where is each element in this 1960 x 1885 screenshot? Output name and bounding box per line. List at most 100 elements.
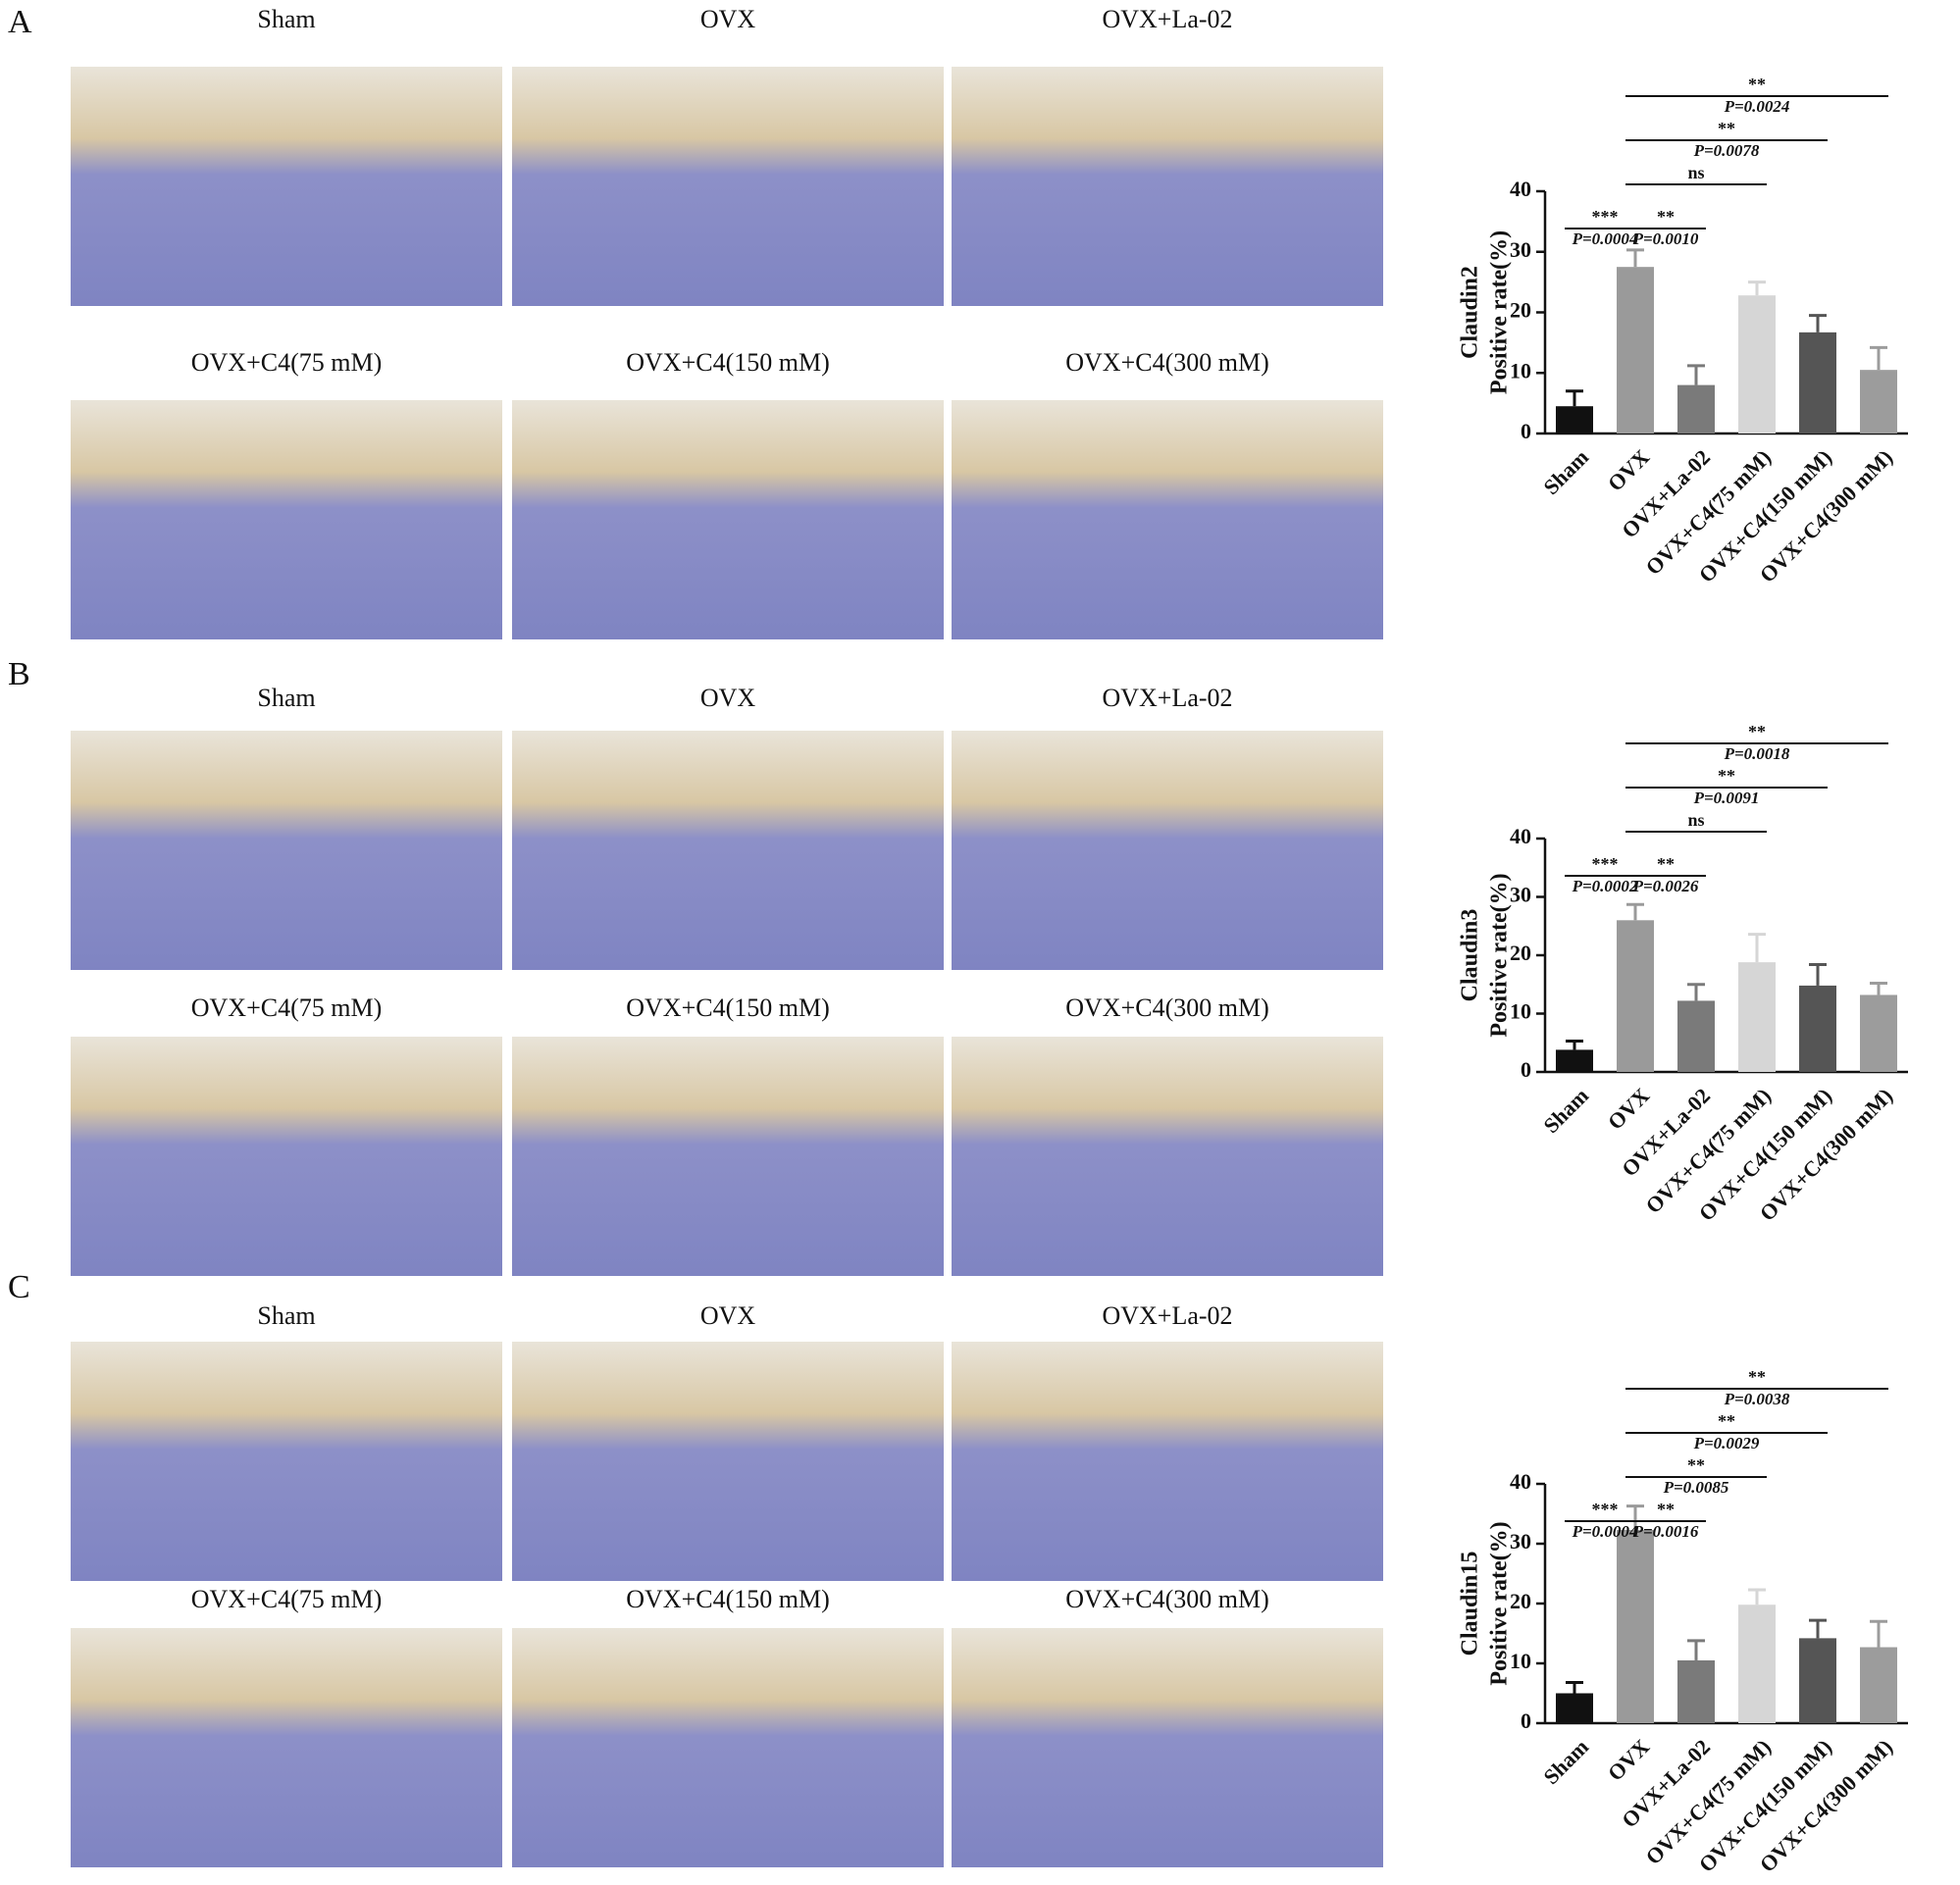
image-label: OVX (700, 684, 756, 712)
panel-letter: A (8, 4, 32, 40)
panel-letter: B (8, 656, 30, 692)
micrograph (952, 67, 1383, 306)
p-value: P=0.0026 (1632, 877, 1699, 895)
micrograph (512, 1037, 944, 1276)
significance-label: *** (1592, 207, 1619, 227)
bar (1799, 1638, 1836, 1723)
micrograph (512, 1628, 944, 1867)
bar (1860, 1647, 1897, 1723)
micrograph (71, 1037, 502, 1276)
significance-label: ** (1718, 119, 1735, 138)
bar (1860, 994, 1897, 1072)
micrograph (512, 731, 944, 970)
bar (1799, 985, 1836, 1072)
bar (1799, 331, 1836, 433)
significance-label: ** (1657, 854, 1675, 874)
p-value: P=0.0078 (1693, 141, 1760, 160)
x-tick-label: Sham (1538, 1734, 1593, 1789)
micrograph (71, 1628, 502, 1867)
image-label: Sham (257, 684, 315, 712)
bar (1738, 1605, 1776, 1723)
y-tick-label: 20 (1510, 298, 1531, 323)
significance-label: ** (1687, 1455, 1705, 1475)
micrograph (71, 400, 502, 639)
error-bar (1870, 1619, 1887, 1648)
error-bar (1626, 1504, 1644, 1530)
p-value: P=0.0004 (1572, 229, 1638, 248)
y-tick-label: 10 (1510, 999, 1531, 1024)
micrograph (952, 731, 1383, 970)
y-axis-label: Claudin15 (1458, 1552, 1483, 1656)
y-tick-label: 10 (1510, 1649, 1531, 1673)
error-bar (1870, 345, 1887, 371)
bar (1860, 370, 1897, 433)
error-bar (1687, 1639, 1705, 1660)
y-axis-label: Claudin3 (1458, 909, 1483, 1002)
y-tick-label: 40 (1510, 177, 1531, 201)
micrograph (71, 67, 502, 306)
significance-label: ** (1748, 722, 1766, 741)
y-tick-label: 30 (1510, 883, 1531, 907)
error-bar (1809, 1618, 1827, 1639)
significance-label: *** (1592, 1500, 1619, 1519)
micrograph (71, 1342, 502, 1581)
bar (1738, 295, 1776, 433)
p-value: P=0.0038 (1724, 1390, 1790, 1408)
error-bar (1566, 1039, 1583, 1050)
significance-label: ** (1657, 1500, 1675, 1519)
micrograph (952, 1628, 1383, 1867)
y-tick-label: 10 (1510, 358, 1531, 382)
x-tick-label: Sham (1538, 1083, 1593, 1138)
bar (1556, 406, 1593, 433)
error-bar (1809, 963, 1827, 986)
image-label: OVX+C4(75 mM) (191, 993, 383, 1022)
y-tick-label: 20 (1510, 941, 1531, 965)
significance-label: ** (1718, 1411, 1735, 1431)
p-value: P=0.0024 (1724, 97, 1790, 116)
bar (1556, 1693, 1593, 1723)
p-value: P=0.0091 (1693, 789, 1760, 807)
error-bar (1566, 1681, 1583, 1694)
significance-label: ** (1657, 207, 1675, 227)
image-label: OVX+C4(300 mM) (1065, 348, 1269, 377)
micrograph (952, 400, 1383, 639)
bar (1677, 384, 1715, 433)
image-label: OVX+C4(75 mM) (191, 348, 383, 377)
bar (1617, 1529, 1654, 1723)
significance-label: ns (1687, 163, 1704, 182)
error-bar (1626, 902, 1644, 921)
y-axis-label: Positive rate(%) (1487, 230, 1513, 394)
image-label: OVX+C4(150 mM) (626, 993, 830, 1022)
image-label: Sham (257, 5, 315, 33)
micrograph (512, 1342, 944, 1581)
x-tick-label: OVX (1603, 1083, 1654, 1134)
error-bar (1870, 982, 1887, 995)
image-label: OVX (700, 1301, 756, 1330)
image-label: OVX+C4(150 mM) (626, 348, 830, 377)
image-label: OVX+La-02 (1102, 5, 1232, 33)
image-label: OVX+La-02 (1102, 684, 1232, 712)
bar (1556, 1049, 1593, 1072)
bar (1738, 962, 1776, 1072)
y-axis-label: Positive rate(%) (1487, 1521, 1513, 1685)
p-value: P=0.0010 (1632, 229, 1699, 248)
y-tick-label: 20 (1510, 1589, 1531, 1613)
p-value: P=0.0004 (1572, 1522, 1638, 1541)
p-value: P=0.0002 (1572, 877, 1638, 895)
p-value: P=0.0018 (1724, 744, 1790, 763)
significance-label: ns (1687, 810, 1704, 830)
image-label: Sham (257, 1301, 315, 1330)
micrograph (512, 400, 944, 639)
y-axis-label: Positive rate(%) (1487, 873, 1513, 1037)
y-tick-label: 30 (1510, 237, 1531, 262)
error-bar (1687, 364, 1705, 385)
error-bar (1809, 314, 1827, 332)
error-bar (1748, 1588, 1766, 1605)
p-value: P=0.0085 (1663, 1478, 1729, 1497)
y-tick-label: 0 (1521, 1708, 1531, 1733)
y-axis-label: Claudin2 (1458, 266, 1483, 359)
micrograph (512, 67, 944, 306)
p-value: P=0.0029 (1693, 1434, 1760, 1452)
image-label: OVX+C4(75 mM) (191, 1585, 383, 1613)
